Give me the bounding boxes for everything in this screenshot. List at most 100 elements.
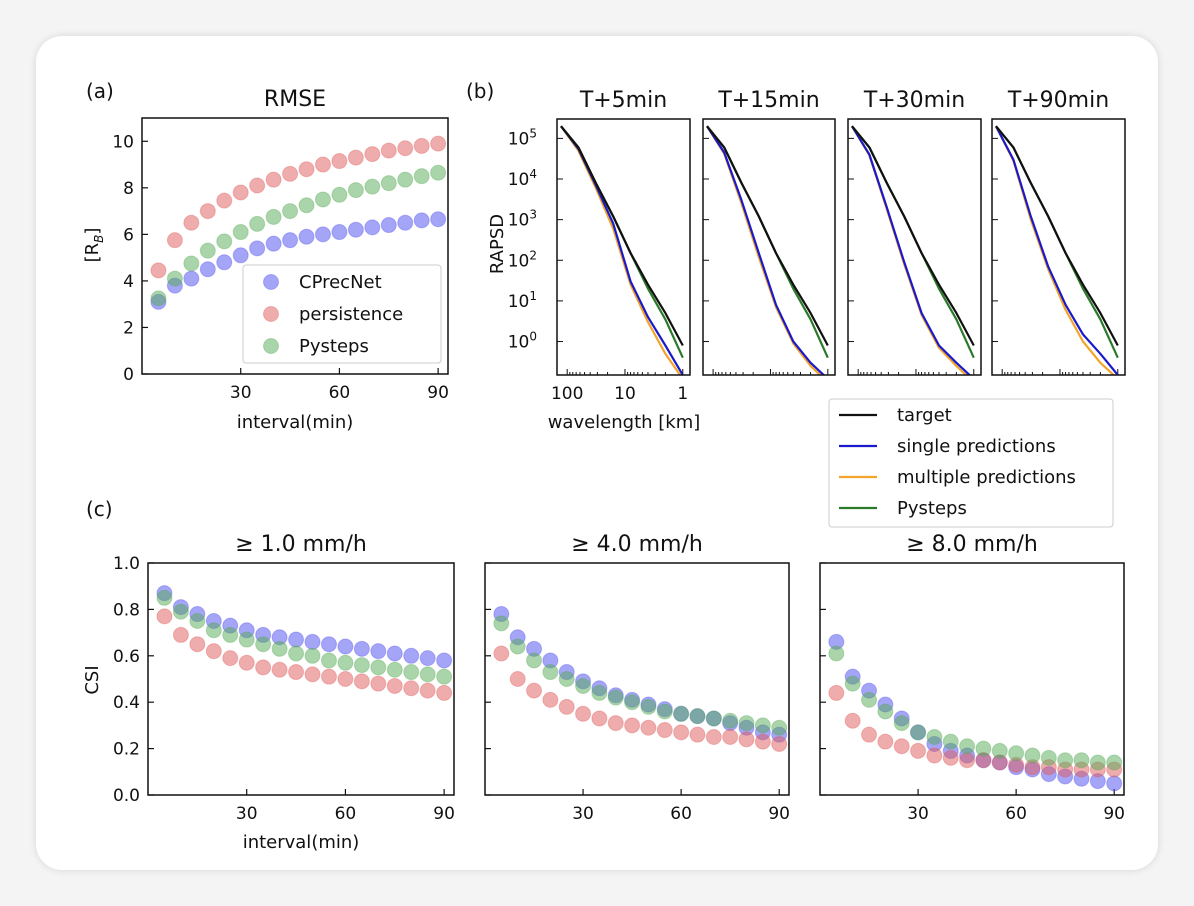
data-point-pysteps <box>397 171 414 188</box>
data-point-persistence <box>910 742 927 759</box>
data-point-persistence <box>386 677 403 694</box>
legend-box <box>828 398 1114 528</box>
data-point-persistence <box>205 643 222 660</box>
x-tick-label: 90 <box>768 804 790 824</box>
data-point-persistence <box>238 654 255 671</box>
data-point-pysteps <box>337 654 354 671</box>
data-point-persistence <box>216 192 233 209</box>
line-pysteps <box>560 125 684 359</box>
data-point-cprecnet <box>265 235 282 252</box>
panel-title: T+30min <box>863 88 965 113</box>
panel-title: ≥ 8.0 mm/h <box>906 532 1038 557</box>
data-point-cprecnet <box>288 631 305 648</box>
data-point-persistence <box>607 715 624 732</box>
data-point-persistence <box>591 710 608 727</box>
data-point-persistence <box>265 171 282 188</box>
y-tick-label: 0 <box>123 365 134 385</box>
data-point-cprecnet <box>216 254 233 271</box>
data-point-persistence <box>331 153 348 170</box>
x-tick-label: 90 <box>1103 804 1125 824</box>
rapsd-panel-4: T+90min <box>991 88 1126 376</box>
y-tick-label: 0.2 <box>113 740 140 760</box>
data-point-pysteps <box>689 708 706 725</box>
data-point-cprecnet <box>380 217 397 234</box>
y-tick-label: 0.6 <box>113 647 140 667</box>
data-point-cprecnet <box>320 636 337 653</box>
data-point-persistence <box>166 232 183 249</box>
y-tick-label: 2 <box>123 318 134 338</box>
data-point-pysteps <box>591 684 608 701</box>
legend-label: CPrecNet <box>299 272 382 293</box>
data-point-persistence <box>575 705 592 722</box>
data-point-pysteps <box>419 666 436 683</box>
x-axis-label: interval(min) <box>237 412 354 433</box>
x-tick-label: 30 <box>236 804 258 824</box>
data-point-persistence <box>436 684 453 701</box>
data-point-pysteps <box>828 645 845 662</box>
data-point-cprecnet <box>298 228 315 245</box>
scatter-panel-c2: 30 60 90 ≥ 4.0 mm/h <box>484 532 790 824</box>
x-axis-label: wavelength [km] <box>548 412 701 433</box>
data-point-persistence <box>754 733 771 750</box>
y-axis-label: CSI <box>82 665 103 694</box>
legend-label: target <box>897 405 952 426</box>
data-point-pysteps <box>150 290 167 307</box>
data-point-persistence <box>271 661 288 678</box>
data-point-persistence <box>942 749 959 766</box>
x-tick-label: 30 <box>572 804 594 824</box>
data-point-persistence <box>320 668 337 685</box>
data-point-persistence <box>189 636 206 653</box>
line-multiple <box>851 125 968 375</box>
data-point-pysteps <box>493 615 510 632</box>
plot-frame <box>147 562 455 796</box>
data-point-pysteps <box>331 186 348 203</box>
data-point-pysteps <box>353 657 370 674</box>
plot-frame <box>819 562 1125 796</box>
panel-label-c: (c) <box>86 497 113 521</box>
plot-frame <box>702 118 836 376</box>
data-point-persistence <box>893 738 910 755</box>
data-point-cprecnet <box>397 214 414 231</box>
legend-label: Pysteps <box>897 498 967 519</box>
y-tick-label: 0.4 <box>113 693 140 713</box>
data-point-pysteps <box>844 675 861 692</box>
data-point-persistence <box>183 214 200 231</box>
data-point-persistence <box>172 626 189 643</box>
x-tick-label: 1 <box>677 384 688 404</box>
data-point-persistence <box>542 691 559 708</box>
x-tick-label: 90 <box>433 804 455 824</box>
legend-label: persistence <box>299 304 403 325</box>
data-point-cprecnet <box>249 240 266 257</box>
data-point-cprecnet <box>353 640 370 657</box>
data-point-cprecnet <box>199 261 216 278</box>
data-point-pysteps <box>509 638 526 655</box>
data-point-pysteps <box>403 664 420 681</box>
data-point-cprecnet <box>304 633 321 650</box>
x-axis-label: interval(min) <box>243 832 360 853</box>
data-point-pysteps <box>314 191 331 208</box>
x-tick-label: 60 <box>1005 804 1027 824</box>
data-point-persistence <box>430 135 447 152</box>
data-point-persistence <box>419 682 436 699</box>
data-point-cprecnet <box>232 247 249 264</box>
y-tick-label: 105 <box>508 126 537 149</box>
data-point-persistence <box>249 177 266 194</box>
data-point-pysteps <box>1057 752 1074 769</box>
data-point-persistence <box>493 645 510 662</box>
legend-marker <box>263 306 279 322</box>
y-axis-label: RAPSD <box>487 214 508 274</box>
panel-title: ≥ 4.0 mm/h <box>571 532 703 557</box>
panel-title: ≥ 1.0 mm/h <box>235 532 367 557</box>
data-point-persistence <box>558 698 575 715</box>
data-point-pysteps <box>265 208 282 225</box>
line-target <box>706 125 829 347</box>
plot-frame <box>484 562 790 796</box>
data-point-pysteps <box>673 705 690 722</box>
panel-label-b: (b) <box>466 79 494 103</box>
data-point-persistence <box>689 726 706 743</box>
data-point-persistence <box>298 161 315 178</box>
data-point-persistence <box>738 731 755 748</box>
data-point-persistence <box>526 682 543 699</box>
data-point-pysteps <box>304 647 321 664</box>
